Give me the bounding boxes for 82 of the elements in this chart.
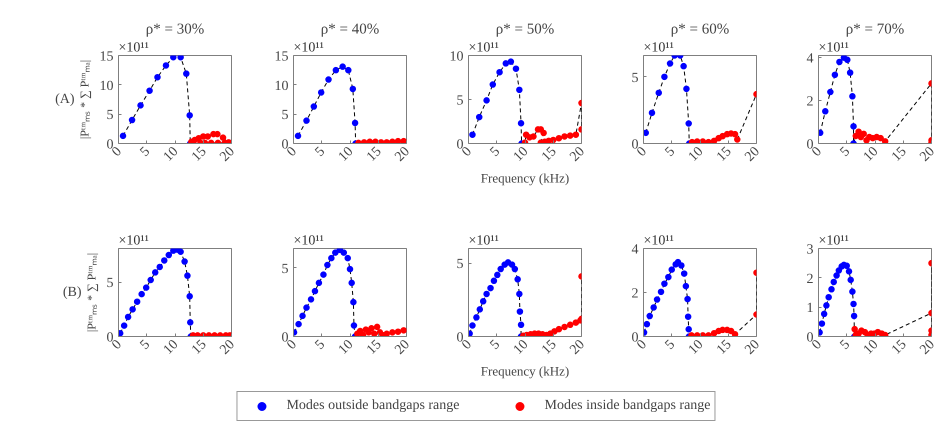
y-tick-label: 10	[274, 78, 288, 94]
y-tick-label: 2	[806, 94, 814, 110]
y-tick-label: 1	[806, 301, 814, 316]
x-tick-label: 15	[889, 144, 910, 165]
x-tick-label: 20	[217, 337, 238, 358]
x-tick-label: 5	[662, 337, 678, 353]
x-tick-label: 10	[860, 337, 882, 358]
annotation: ×10¹¹	[644, 40, 674, 56]
x-tick-label: 10	[336, 337, 356, 358]
y-tick-label: 10	[450, 50, 464, 64]
x-tick-label: 5	[138, 337, 154, 353]
y-tick-label: 5	[632, 70, 638, 86]
x-tick-label: 15	[189, 337, 210, 358]
x-tick-label: 20	[567, 144, 588, 165]
x-tick-label: 15	[189, 144, 210, 165]
y-tick-label: 2	[632, 286, 638, 302]
x-tick-label: 5	[838, 144, 854, 160]
annotation: ×10¹¹	[294, 40, 324, 56]
x-tick-label: 20	[917, 144, 938, 165]
x-tick-label: 10	[160, 144, 182, 165]
y-tick-label: 4	[632, 242, 638, 258]
y-tick-label: 10	[100, 78, 114, 94]
x-tick-label: 15	[889, 337, 910, 358]
y-tick-label: 5	[282, 262, 288, 277]
text: (A)	[55, 92, 75, 107]
chart-title: ρ* = 60%	[670, 22, 730, 38]
legend-label: Modes outside bandgaps range	[286, 398, 460, 414]
y-tick-label: 5	[456, 257, 464, 272]
x-axis-title: Frequency (kHz)	[480, 363, 570, 378]
x-tick-label: 5	[312, 337, 328, 353]
x-tick-label: 5	[838, 337, 854, 353]
chart-title: ρ* = 40%	[320, 22, 380, 38]
chart-title: ρ* = 50%	[496, 22, 554, 38]
chart-title: ρ* = 70%	[846, 22, 904, 38]
y-tick-label: 5	[282, 108, 288, 124]
x-tick-label: 20	[917, 337, 938, 358]
x-tick-label: 15	[364, 144, 385, 165]
x-tick-label: 5	[488, 337, 504, 353]
text: (B)	[62, 285, 82, 300]
annotation: ×10¹¹	[294, 234, 324, 248]
x-tick-label: 10	[336, 144, 356, 165]
annotation: ×10¹¹	[118, 40, 149, 56]
x-tick-label: 15	[364, 337, 385, 358]
x-tick-label: 10	[510, 144, 532, 165]
x-tick-label: 15	[539, 144, 560, 165]
x-tick-label: 5	[488, 144, 504, 160]
y-tick-label: 2	[806, 272, 814, 287]
x-tick-label: 5	[312, 144, 328, 160]
chart-title: ρ* = 30%	[146, 22, 204, 38]
legend-label: Modes inside bandgaps range	[544, 398, 711, 414]
x-tick-label: 5	[138, 144, 154, 160]
annotation: ×10¹¹	[644, 234, 674, 248]
x-tick-label: 10	[686, 144, 706, 165]
x-tick-label: 20	[742, 144, 763, 165]
y-tick-label: 15	[100, 50, 114, 64]
x-tick-label: 10	[160, 337, 182, 358]
x-tick-label: 20	[217, 144, 238, 165]
x-tick-label: 10	[860, 144, 882, 165]
x-axis-title: Frequency (kHz)	[480, 170, 570, 186]
annotation: ×10¹¹	[818, 40, 849, 56]
y-axis-title: |Pᵗᵐₘₛ * ∑ Pᵗᵐₘₐ|	[84, 252, 98, 332]
x-tick-label: 15	[539, 337, 560, 358]
annotation: ×10¹¹	[468, 40, 499, 56]
text: ×10¹¹	[118, 234, 149, 248]
y-tick-label: 5	[106, 276, 114, 292]
x-tick-label: 15	[714, 337, 735, 358]
text: ×10¹¹	[468, 234, 499, 248]
x-tick-label: 20	[742, 337, 763, 358]
y-tick-label: 5	[456, 94, 464, 108]
x-tick-label: 10	[510, 337, 532, 358]
x-tick-label: 10	[686, 337, 706, 358]
annotation: ×10¹¹	[818, 234, 849, 248]
x-tick-label: 15	[714, 144, 735, 165]
x-tick-label: 5	[662, 144, 678, 160]
y-axis-title: |Pᵗᵐₘₛ * ∑ Pᵗᵐₘₐ|	[78, 60, 92, 140]
x-tick-label: 20	[392, 337, 413, 358]
y-tick-label: 4	[806, 52, 814, 67]
y-tick-label: 3	[806, 242, 814, 258]
y-tick-label: 5	[106, 108, 114, 124]
x-tick-label: 20	[567, 337, 588, 358]
x-tick-label: 20	[392, 144, 413, 165]
y-tick-label: 15	[274, 50, 288, 64]
